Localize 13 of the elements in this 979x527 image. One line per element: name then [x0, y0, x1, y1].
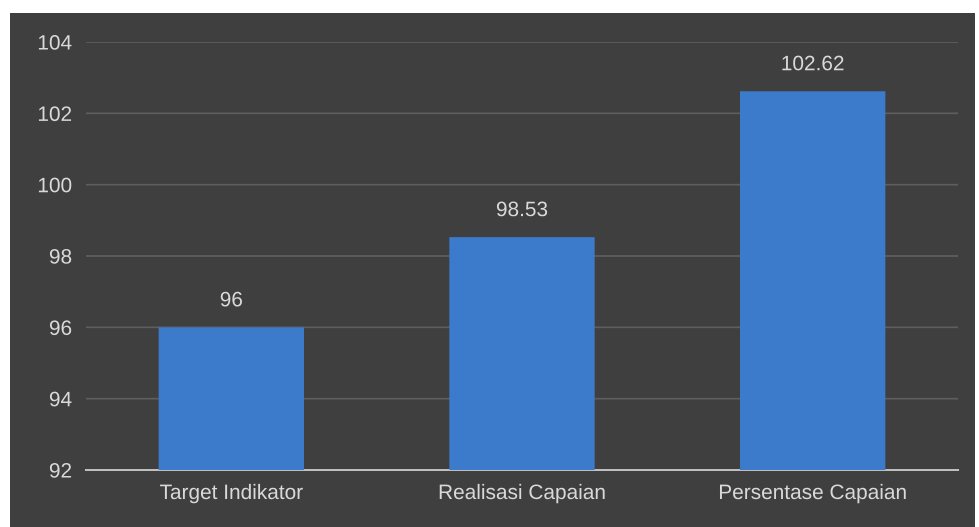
- x-tick-label: Target Indikator: [160, 484, 303, 504]
- x-tick-label: Persentase Capaian: [720, 484, 906, 504]
- y-tick-label: 102: [38, 106, 72, 122]
- y-tick-label: 92: [50, 463, 72, 478]
- data-label: 98.53: [496, 202, 548, 216]
- y-tick-label: 98: [50, 249, 72, 264]
- y-tick-label: 104: [38, 35, 72, 50]
- y-tick-label: 100: [38, 178, 72, 192]
- y-tick-label: 96: [50, 320, 72, 336]
- data-label: 96: [220, 292, 242, 307]
- data-label: 102.62: [782, 56, 844, 70]
- y-tick-label: 94: [50, 392, 72, 406]
- x-tick-label: Realisasi Capaian: [440, 484, 605, 504]
